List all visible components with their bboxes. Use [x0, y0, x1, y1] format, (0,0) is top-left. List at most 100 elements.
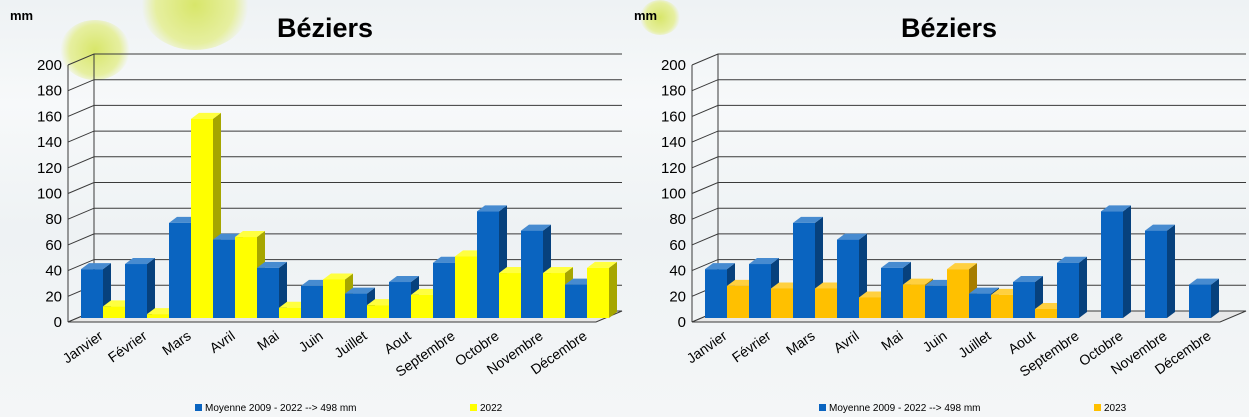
- x-tick-label: Juin: [920, 327, 950, 355]
- gridline: [691, 130, 1246, 143]
- legend-swatch: [1094, 404, 1101, 411]
- y-tick-label: 60: [45, 237, 62, 254]
- x-tick-label: Aout: [381, 327, 414, 357]
- bar-front: [191, 118, 213, 318]
- bar-front: [367, 305, 389, 318]
- gridline: [691, 79, 1246, 92]
- bar-front: [279, 307, 301, 318]
- y-tick-label: 20: [45, 288, 62, 305]
- bar-front: [389, 282, 411, 318]
- bar-front: [1145, 230, 1167, 318]
- bar-side: [1123, 205, 1131, 318]
- y-tick-label: 40: [669, 263, 686, 280]
- y-tick-label: 200: [661, 57, 686, 74]
- y-tick-label: 100: [37, 186, 62, 203]
- y-tick-label: 0: [678, 314, 686, 331]
- bar-front: [1013, 282, 1035, 318]
- bar: [793, 216, 823, 318]
- y-tick-label: 100: [661, 186, 686, 203]
- bar-front: [749, 264, 771, 318]
- bar-top: [903, 278, 933, 285]
- bar-front: [1035, 309, 1057, 318]
- bar-top: [543, 267, 573, 274]
- bar: [587, 261, 617, 318]
- y-tick-label: 0: [54, 314, 62, 331]
- bar-top: [323, 273, 353, 280]
- bar-front: [103, 306, 125, 318]
- bar-front: [521, 230, 543, 318]
- y-tick-label: 180: [661, 83, 686, 100]
- chart-panel-left: 0 20 40 60 80 100 120 140 160 180 200 mm Béziers Janv…: [0, 0, 624, 417]
- y-tick-label: 180: [37, 83, 62, 100]
- legend-label: 2023: [1104, 403, 1127, 414]
- bar-front: [925, 285, 947, 318]
- x-tick-label: Avril: [206, 327, 237, 356]
- chart-title: Béziers: [277, 13, 373, 43]
- bar-front: [81, 269, 103, 318]
- x-tick-label: Mai: [878, 327, 906, 353]
- gridline: [691, 207, 1246, 220]
- bar-side: [609, 261, 617, 318]
- bar: [257, 261, 287, 318]
- bar-top: [81, 263, 111, 270]
- x-tick-label: Mars: [783, 327, 818, 358]
- x-tick-label: Mai: [254, 327, 282, 353]
- y-tick-label: 140: [37, 134, 62, 151]
- bar-top: [477, 205, 507, 212]
- chart-title: Béziers: [901, 13, 997, 43]
- x-tick-label: Juillet: [331, 327, 370, 361]
- bar-front: [947, 269, 969, 318]
- bar-top: [947, 263, 977, 270]
- gridline: [691, 182, 1246, 194]
- chart-panel-right: 0 20 40 60 80 100 120 140 160 180 200 mm Béziers Janv…: [624, 0, 1248, 417]
- bar: [1101, 205, 1131, 318]
- decorative-blob: [640, 0, 680, 35]
- x-tick-label: Avril: [830, 327, 861, 356]
- bar: [125, 258, 155, 318]
- bar-top: [345, 287, 375, 294]
- bars: [705, 205, 1219, 318]
- bar-front: [213, 239, 235, 318]
- bar-top: [125, 258, 155, 265]
- bar-side: [1211, 278, 1219, 318]
- bar-top: [587, 261, 617, 268]
- gridline: [67, 104, 622, 117]
- y-tick-label: 200: [37, 57, 62, 74]
- gridline: [67, 79, 622, 92]
- x-tick-label: Février: [729, 327, 774, 365]
- gridline: [67, 53, 622, 66]
- bar-side: [147, 258, 155, 318]
- y-axis-unit: mm: [634, 8, 657, 23]
- bar-front: [881, 267, 903, 318]
- y-tick-label: 140: [661, 134, 686, 151]
- gridline: [67, 130, 622, 143]
- bar-top: [235, 231, 265, 238]
- x-tick-label: Juin: [296, 327, 326, 355]
- bar-chart-svg: 0 20 40 60 80 100 120 140 160 180 200 mm Béziers Janv…: [634, 8, 1247, 414]
- bar-front: [903, 284, 925, 318]
- y-axis-unit: mm: [10, 8, 33, 23]
- y-tick-label: 60: [669, 237, 686, 254]
- bar-top: [793, 216, 823, 223]
- bar-side: [1079, 256, 1087, 318]
- bar-top: [969, 287, 999, 294]
- gridline: [67, 156, 622, 169]
- bar-front: [235, 237, 257, 318]
- legend-label: Moyenne 2009 - 2022 --> 498 mm: [829, 403, 980, 414]
- y-tick-label: 80: [45, 211, 62, 228]
- bar-front: [433, 262, 455, 318]
- bar: [1057, 256, 1087, 318]
- gridline: [691, 156, 1246, 169]
- bar: [1189, 278, 1219, 318]
- bar-top: [521, 224, 551, 231]
- bar-front: [477, 211, 499, 318]
- bar-top: [749, 258, 779, 265]
- bar-front: [455, 256, 477, 318]
- bar-front: [1101, 211, 1123, 318]
- bar-front: [257, 267, 279, 318]
- decorative-blob: [60, 20, 130, 80]
- y-tick-label: 80: [669, 211, 686, 228]
- bar-front: [147, 314, 169, 318]
- bar-front: [301, 285, 323, 318]
- bar-top: [191, 112, 221, 119]
